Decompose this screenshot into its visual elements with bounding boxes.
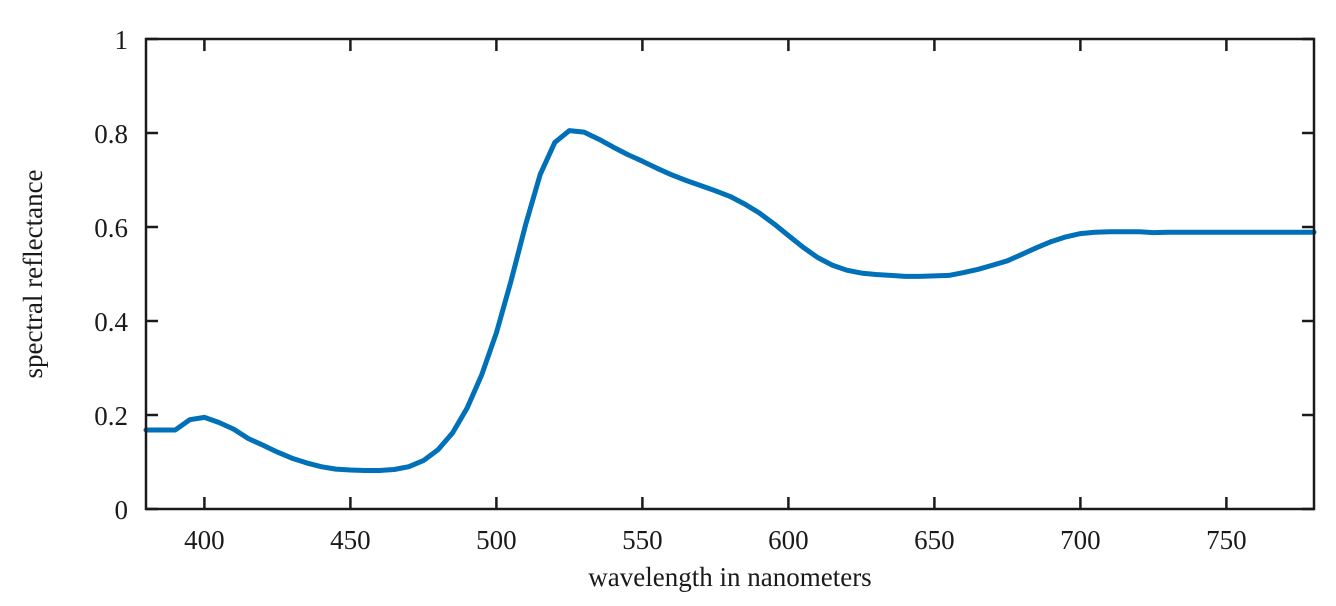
x-tick-label: 650 — [914, 525, 955, 555]
tick-marks — [146, 37, 1314, 511]
y-tick-label: 1 — [115, 25, 129, 55]
x-tick-label: 500 — [476, 525, 517, 555]
x-tick-label: 550 — [622, 525, 663, 555]
y-tick-label: 0.8 — [94, 119, 128, 149]
y-axis-label: spectral reflectance — [18, 169, 48, 378]
x-tick-label: 750 — [1206, 525, 1247, 555]
x-tick-label: 600 — [768, 525, 809, 555]
tick-labels: 400 450 500 550 600 650 700 750 0 0.2 0.4 0.6 0.8 1 — [94, 25, 1246, 555]
y-tick-label: 0.4 — [94, 307, 128, 337]
y-tick-label: 0.6 — [94, 213, 128, 243]
x-tick-label: 450 — [330, 525, 371, 555]
plot-frame — [144, 37, 1316, 511]
x-tick-label: 700 — [1060, 525, 1101, 555]
y-tick-label: 0 — [115, 495, 129, 525]
reflectance-curve — [143, 128, 1317, 473]
x-tick-label: 400 — [184, 525, 225, 555]
x-axis-label: wavelength in nanometers — [588, 562, 871, 592]
y-tick-label: 0.2 — [94, 401, 128, 431]
